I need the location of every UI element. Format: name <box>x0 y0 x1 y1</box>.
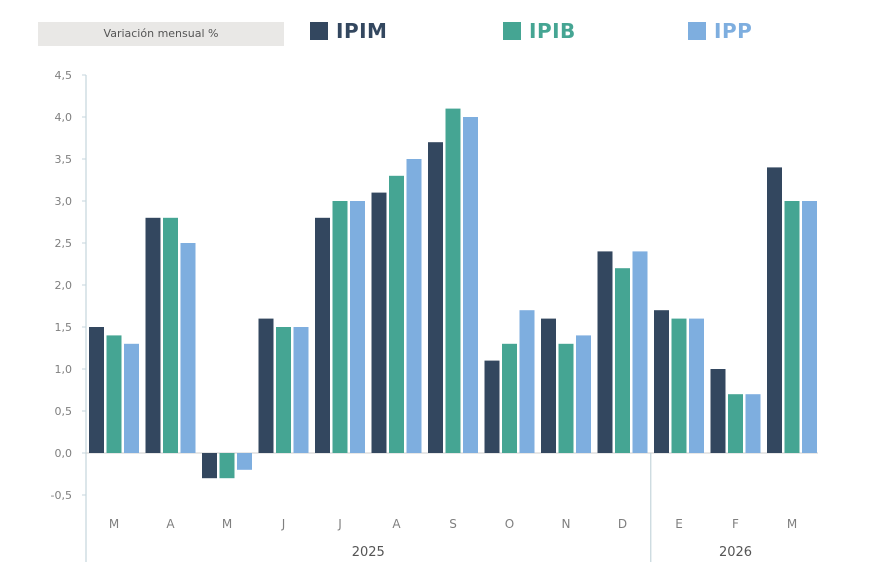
bar-ipim <box>767 167 782 453</box>
bar-ipim <box>315 217 330 453</box>
year-group-label: 2025 <box>352 545 385 560</box>
bar-ipp <box>632 251 648 453</box>
x-tick-label: O <box>505 517 514 531</box>
legend-item-ipib: IPIB <box>503 18 576 44</box>
y-tick-label: 2,5 <box>55 237 73 250</box>
bar-ipib <box>219 453 235 479</box>
bar-ipp <box>237 453 252 470</box>
bar-ipib <box>445 108 461 453</box>
bar-ipib <box>163 217 178 453</box>
bar-ipp <box>463 117 478 453</box>
measure-tag: Variación mensual % <box>38 22 284 46</box>
bar-ipim <box>145 217 161 453</box>
x-tick-label: J <box>337 517 342 531</box>
bar-ipib <box>276 327 291 453</box>
bar-ipib <box>106 335 122 453</box>
bar-ipim <box>258 318 274 453</box>
legend-swatch-ipib <box>503 22 521 40</box>
measure-tag-label: Variación mensual % <box>103 27 219 40</box>
legend-swatch-ipim <box>310 22 328 40</box>
bar-ipim <box>710 369 726 453</box>
x-tick-label: F <box>732 517 739 531</box>
bar-ipib <box>671 318 687 453</box>
x-tick-label: M <box>222 517 232 531</box>
bar-ipp <box>124 343 139 453</box>
bar-ipim <box>428 142 443 453</box>
y-tick-label: -0,5 <box>51 489 72 502</box>
bar-ipib <box>332 201 348 453</box>
bar-ipp <box>350 201 365 453</box>
bar-ipp <box>406 159 422 453</box>
x-tick-label: M <box>787 517 797 531</box>
x-tick-label: A <box>166 517 175 531</box>
x-tick-label: D <box>618 517 627 531</box>
bar-ipim <box>541 318 556 453</box>
y-tick-label: 1,0 <box>55 363 73 376</box>
y-tick-label: 1,5 <box>55 321 73 334</box>
bar-ipp <box>293 327 309 453</box>
x-tick-label: M <box>109 517 119 531</box>
bar-ipib <box>784 201 800 453</box>
y-tick-label: 4,5 <box>55 69 73 82</box>
bar-ipib <box>389 175 404 454</box>
bar-ipim <box>89 327 104 453</box>
y-tick-label: 2,0 <box>55 279 73 292</box>
bar-ipp <box>689 318 704 453</box>
bar-ipib <box>615 268 630 453</box>
x-tick-label: S <box>449 517 457 531</box>
legend-swatch-ipp <box>688 22 706 40</box>
x-tick-label: E <box>675 517 683 531</box>
bar-ipp <box>576 335 591 453</box>
x-tick-label: A <box>392 517 401 531</box>
year-group-label: 2026 <box>719 545 752 560</box>
bar-ipib <box>502 343 517 453</box>
legend-label-ipib: IPIB <box>529 19 576 43</box>
legend-label-ipp: IPP <box>714 19 753 43</box>
bar-ipp <box>802 201 817 453</box>
bar-ipib <box>558 343 574 453</box>
bar-ipim <box>484 360 500 453</box>
y-tick-label: 0,5 <box>55 405 73 418</box>
bar-ipim <box>597 251 613 453</box>
legend-label-ipim: IPIM <box>336 19 388 43</box>
legend-item-ipim: IPIM <box>310 18 387 44</box>
bar-ipim <box>371 192 387 453</box>
x-tick-label: J <box>281 517 286 531</box>
y-tick-label: 0,0 <box>55 447 73 460</box>
bar-ipp <box>519 310 535 453</box>
bar-ipim <box>654 310 669 453</box>
legend-item-ipp: IPP <box>688 18 752 44</box>
x-tick-label: N <box>562 517 571 531</box>
bar-ipp <box>745 394 761 453</box>
bar-ipib <box>728 394 743 453</box>
y-tick-label: 3,0 <box>55 195 73 208</box>
bar-ipim <box>202 453 217 479</box>
y-tick-label: 3,5 <box>55 153 73 166</box>
y-tick-label: 4,0 <box>55 111 73 124</box>
bar-ipp <box>180 243 196 453</box>
